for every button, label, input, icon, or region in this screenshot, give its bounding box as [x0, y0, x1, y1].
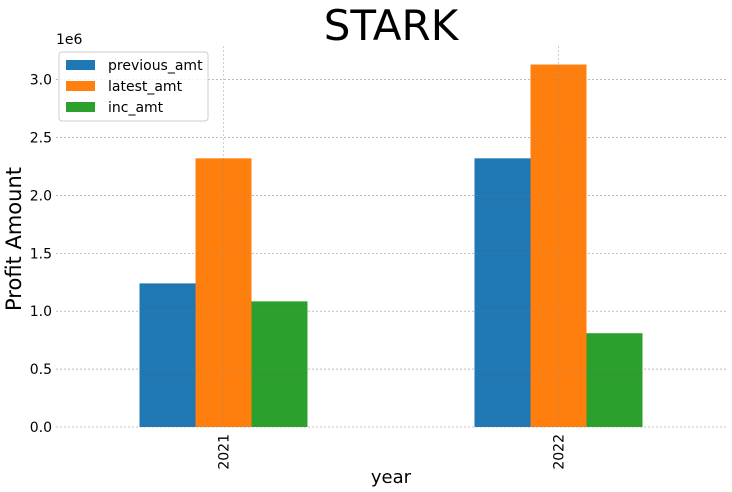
y-tick-labels: 0.0 0.5 1.0 1.5 2.0 2.5 3.0	[30, 73, 52, 436]
x-axis-label: year	[371, 467, 412, 488]
legend-swatch-previous_amt	[66, 60, 95, 70]
y-tick-label: 0.0	[30, 420, 52, 436]
legend-label-inc_amt: inc_amt	[108, 100, 164, 116]
bar-inc_amt-2021	[251, 301, 308, 427]
y-tick-label: 0.5	[30, 362, 52, 378]
y-multiplier-label: 1e6	[56, 32, 83, 48]
bar-inc_amt-2022	[586, 333, 643, 427]
y-tick-label: 2.5	[30, 130, 52, 146]
chart-title: STARK	[324, 1, 460, 50]
y-tick-label: 1.0	[30, 304, 52, 320]
legend-swatch-latest_amt	[66, 81, 95, 91]
y-tick-label: 3.0	[30, 73, 52, 89]
legend: previous_amt latest_amt inc_amt	[58, 51, 209, 122]
legend-label-latest_amt: latest_amt	[108, 79, 183, 95]
bar-previous_amt-2021	[139, 283, 196, 427]
x-tick-label: 2022	[552, 434, 568, 470]
x-tick-labels: 2021 2022	[217, 434, 568, 470]
bars-group	[139, 64, 643, 428]
y-tick-label: 1.5	[30, 246, 52, 262]
x-tick-label: 2021	[217, 434, 233, 470]
bar-previous_amt-2022	[474, 158, 531, 428]
grid-lines-overlay	[56, 46, 726, 428]
legend-box	[58, 51, 209, 122]
y-tick-label: 2.0	[30, 188, 52, 204]
legend-label-previous_amt: previous_amt	[108, 58, 203, 74]
legend-swatch-inc_amt	[66, 102, 95, 112]
y-axis-label: Profit Amount	[2, 167, 26, 311]
